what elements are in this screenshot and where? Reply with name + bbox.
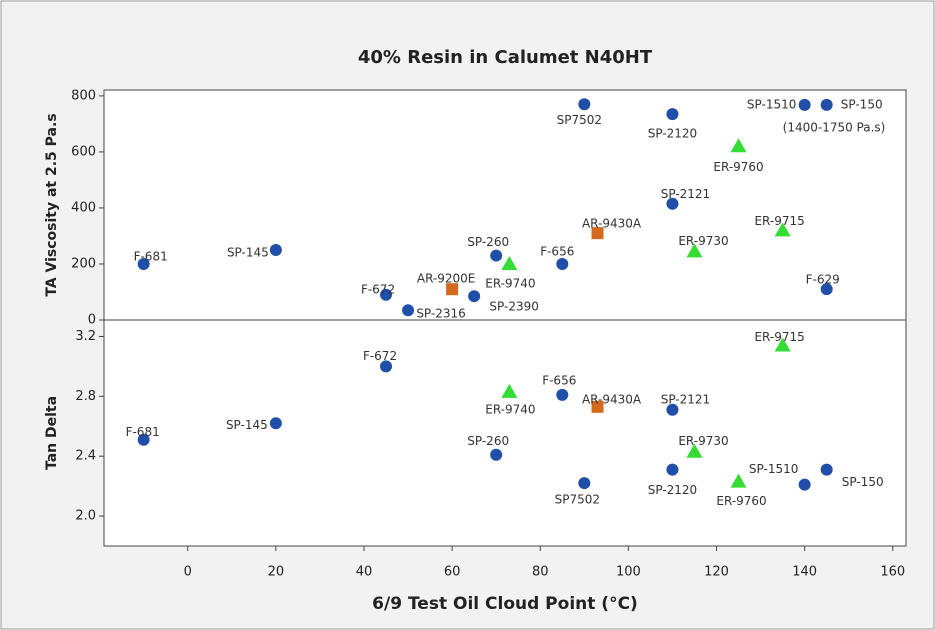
point-label: ER-9730 <box>678 434 728 448</box>
circle-marker <box>402 304 415 317</box>
point-label: F-681 <box>134 249 168 263</box>
x-tick-label: 120 <box>704 565 729 580</box>
point-label: SP-2121 <box>661 187 710 201</box>
point-label: SP-1510 <box>749 462 798 476</box>
point-label: ER-9760 <box>716 494 766 508</box>
point-label: F-672 <box>361 282 395 296</box>
point-label: SP-2120 <box>648 127 697 141</box>
point-label: AR-9430A <box>582 217 642 231</box>
circle-marker <box>578 98 591 111</box>
point-label: SP-2121 <box>661 392 710 406</box>
x-tick-label: 20 <box>268 565 285 580</box>
triangle-marker <box>774 222 791 237</box>
y-tick-label: 200 <box>71 256 96 271</box>
point-label: SP-145 <box>226 418 268 432</box>
circle-marker <box>468 290 481 303</box>
circle-marker <box>269 417 282 430</box>
point-label: F-656 <box>542 373 576 387</box>
circle-marker <box>820 98 833 111</box>
triangle-marker <box>501 255 518 270</box>
chart-title: 40% Resin in Calumet N40HT <box>358 47 653 68</box>
y-tick-label: 400 <box>71 200 96 215</box>
circle-marker <box>820 283 833 296</box>
point-label: SP7502 <box>557 113 602 127</box>
x-tick-label: 0 <box>184 565 192 580</box>
circle-marker <box>798 98 811 111</box>
y-tick-label: 2.0 <box>75 509 96 524</box>
y-tick-label: 3.2 <box>75 329 96 344</box>
point-label: ER-9740 <box>485 276 535 290</box>
point-label: F-656 <box>540 244 574 258</box>
point-label: ER-9715 <box>754 330 804 344</box>
x-tick-label: 160 <box>880 565 905 580</box>
circle-marker <box>137 257 150 270</box>
point-label: AR-9200E <box>417 272 476 286</box>
point-label: SP-1510 <box>747 97 796 111</box>
y-tick-label: 2.4 <box>75 449 96 464</box>
circle-marker <box>269 243 282 256</box>
circle-marker <box>137 433 150 446</box>
circle-marker <box>820 463 833 476</box>
circle-marker <box>666 463 679 476</box>
circle-marker <box>666 108 679 121</box>
circle-marker <box>666 403 679 416</box>
point-label: ER-9715 <box>754 214 804 228</box>
circle-marker <box>798 478 811 491</box>
y-axis-label: Tan Delta <box>44 396 60 470</box>
y-tick-label: 800 <box>71 88 96 103</box>
circle-marker <box>490 448 503 461</box>
point-label: ER-9730 <box>678 234 728 248</box>
point-label: ER-9740 <box>485 402 535 416</box>
y-tick-label: 600 <box>71 144 96 159</box>
x-tick-label: 100 <box>616 565 641 580</box>
point-label: ER-9760 <box>713 160 763 174</box>
square-marker <box>446 283 459 296</box>
triangle-marker <box>730 473 747 488</box>
circle-marker <box>578 477 591 490</box>
circle-marker <box>380 360 393 373</box>
circle-marker <box>556 257 569 270</box>
circle-marker <box>490 249 503 262</box>
triangle-marker <box>686 243 703 258</box>
x-tick-label: 60 <box>444 565 461 580</box>
point-label: SP-145 <box>227 245 269 259</box>
triangle-marker <box>686 443 703 458</box>
circle-marker <box>666 197 679 210</box>
point-label: SP7502 <box>555 493 600 507</box>
point-label: AR-9430A <box>582 392 642 406</box>
triangle-marker <box>730 138 747 153</box>
x-tick-label: 80 <box>532 565 549 580</box>
point-label: SP-2316 <box>416 307 465 321</box>
y-axis-label: TA Viscosity at 2.5 Pa.s <box>44 113 60 296</box>
point-label: SP-2390 <box>489 300 538 314</box>
y-tick-label: 2.8 <box>75 389 96 404</box>
triangle-marker <box>774 337 791 352</box>
circle-marker <box>380 288 393 301</box>
square-marker <box>591 400 604 413</box>
point-label: F-672 <box>363 349 397 363</box>
plot-area <box>103 89 907 547</box>
triangle-marker <box>501 383 518 398</box>
point-label: F-681 <box>126 425 160 439</box>
x-tick-label: 40 <box>356 565 373 580</box>
point-label: SP-2120 <box>648 483 697 497</box>
point-label: SP-150 <box>841 97 883 111</box>
y-tick-label: 0 <box>88 313 96 328</box>
circle-marker <box>556 388 569 401</box>
point-label: SP-260 <box>467 434 509 448</box>
point-label: SP-150 <box>842 475 884 489</box>
point-label: F-629 <box>806 273 840 287</box>
square-marker <box>591 227 604 240</box>
point-label: SP-260 <box>467 235 509 249</box>
x-tick-label: 140 <box>792 565 817 580</box>
annotation: (1400-1750 Pa.s) <box>783 121 886 135</box>
x-axis-label: 6/9 Test Oil Cloud Point (°C) <box>372 594 638 614</box>
